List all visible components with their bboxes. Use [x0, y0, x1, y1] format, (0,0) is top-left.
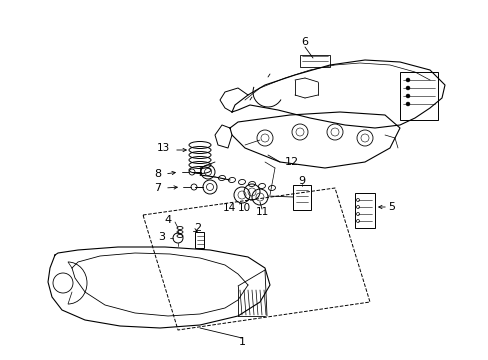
- Circle shape: [405, 78, 409, 82]
- Text: 12: 12: [285, 157, 299, 167]
- Circle shape: [405, 94, 409, 98]
- Text: 10: 10: [237, 203, 250, 213]
- Circle shape: [405, 102, 409, 106]
- Circle shape: [405, 86, 409, 90]
- Text: 11: 11: [255, 207, 268, 217]
- Bar: [195, 232, 203, 248]
- Bar: [292, 185, 310, 210]
- Text: 13: 13: [156, 143, 169, 153]
- Text: 9: 9: [298, 176, 305, 186]
- Bar: [399, 72, 437, 120]
- Bar: [354, 193, 374, 228]
- Text: 8: 8: [154, 169, 161, 179]
- Text: 1: 1: [238, 337, 245, 347]
- Text: 2: 2: [194, 223, 201, 233]
- Bar: [299, 55, 329, 67]
- Text: 4: 4: [164, 215, 171, 225]
- Text: 5: 5: [387, 202, 395, 212]
- Text: 6: 6: [301, 37, 308, 47]
- Text: 14: 14: [222, 203, 235, 213]
- Text: 7: 7: [154, 183, 161, 193]
- Text: 3: 3: [158, 232, 165, 242]
